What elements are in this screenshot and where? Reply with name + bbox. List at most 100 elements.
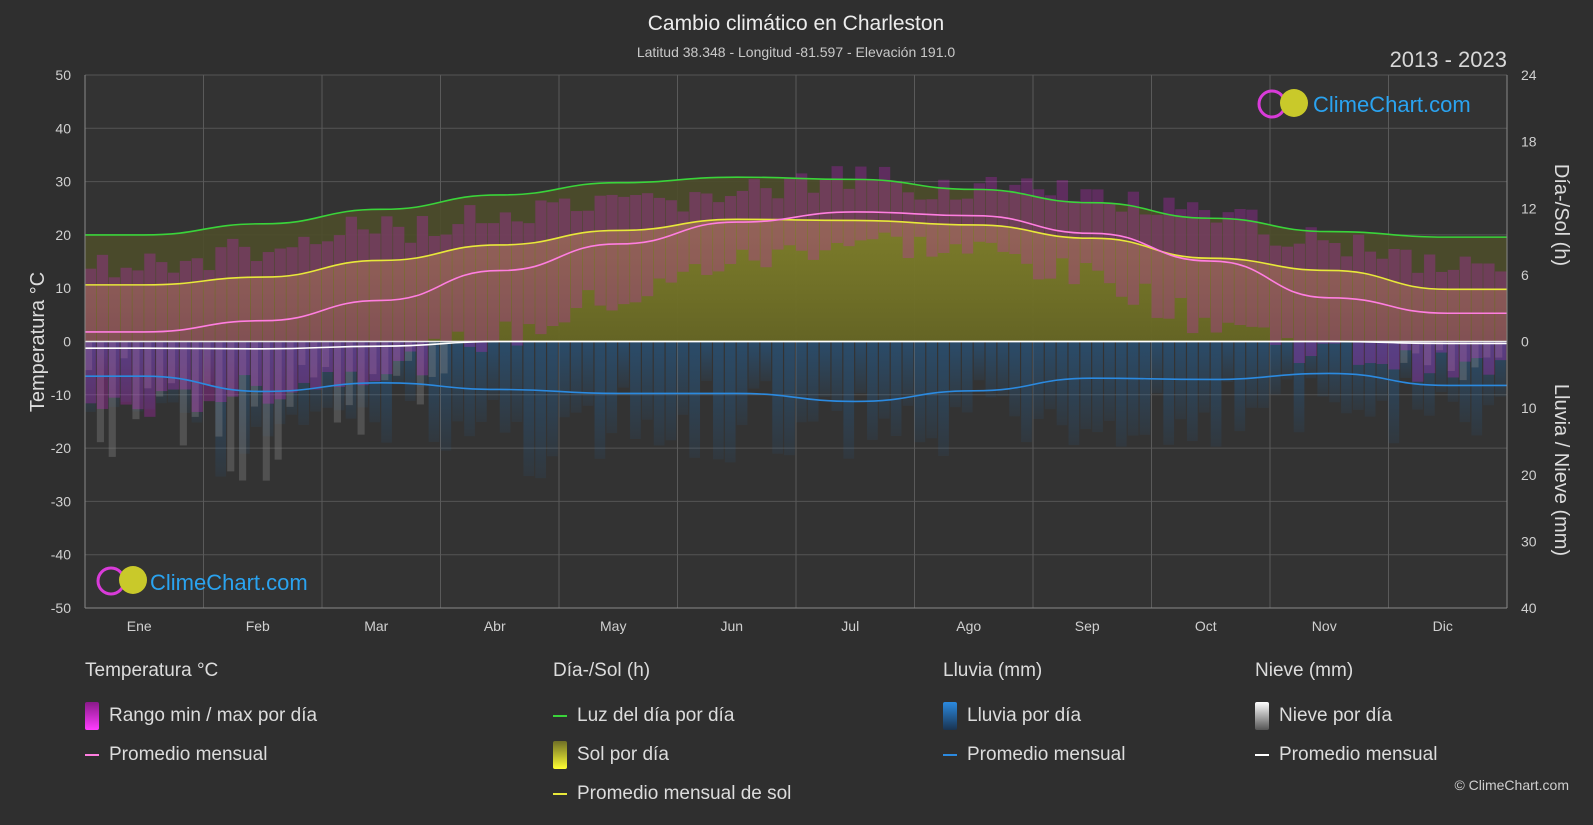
rain-daily-bar	[333, 341, 345, 411]
rain-daily-bar	[108, 341, 120, 408]
sunshine-area	[85, 219, 1507, 342]
rain-daily-bar	[677, 341, 689, 415]
rain-daily-bar	[582, 341, 594, 406]
y-axis-left-label: Temperatura °C	[27, 272, 49, 412]
legend-item: Rango min / max por día	[85, 696, 317, 735]
temp-range-bar	[1459, 256, 1471, 362]
rain-daily-bar	[1293, 341, 1305, 433]
temp-mean-swatch	[85, 753, 99, 756]
y-tick-label-right-mm: 10	[1521, 400, 1537, 416]
snow-daily-bar	[404, 341, 413, 361]
rain-daily-bar	[713, 341, 724, 460]
rain-daily-bar	[487, 341, 499, 400]
legend-item: Promedio mensual	[1255, 735, 1437, 774]
y-tick-label-left: -30	[51, 493, 71, 509]
rain-daily-bar	[1447, 341, 1459, 402]
rain-daily-bar	[1198, 341, 1210, 413]
rain-daily-bar	[1412, 341, 1423, 410]
legend-temperature-title: Temperatura °C	[85, 660, 219, 681]
temp-range-bar	[1246, 209, 1258, 327]
rain-daily-bar	[274, 341, 286, 425]
legend-daylight: Día-/Sol (h) Luz del día por día Sol por…	[553, 660, 791, 813]
rain-daily-bar	[594, 341, 606, 459]
logo-text-bottom: ClimeChart.com	[150, 570, 308, 595]
snow-daily-bar	[298, 341, 306, 365]
rain-daily-bar	[950, 341, 961, 408]
temp-range-bar	[1376, 258, 1388, 364]
rain-daily-bar	[416, 341, 428, 388]
temp-range-bar	[878, 166, 891, 233]
rain-daily-bar	[1033, 341, 1044, 420]
legend-label: Sol por día	[577, 743, 669, 765]
temp-range-bar	[1447, 269, 1460, 378]
temp-range-bar	[1364, 251, 1377, 364]
year-range: 2013 - 2023	[1390, 47, 1507, 72]
rain-daily-bar	[1341, 341, 1352, 414]
rain-daily-bar	[440, 341, 452, 451]
temp-range-bar	[476, 223, 488, 352]
snow-daily-bar	[1459, 341, 1467, 381]
x-tick-label: Jun	[720, 618, 743, 634]
y-tick-label-right-mm: 30	[1521, 533, 1537, 549]
rain-daily-bar	[1329, 341, 1340, 403]
temp-range-bar	[1198, 210, 1211, 318]
temp-range-bar	[322, 241, 334, 372]
temp-range-bar	[1127, 191, 1140, 305]
rain-daily-bar	[179, 341, 191, 413]
x-tick-label: Oct	[1195, 618, 1217, 634]
logo-text-top: ClimeChart.com	[1313, 92, 1471, 117]
temp-range-bar	[132, 270, 144, 410]
rain-daily-bar	[1139, 341, 1151, 435]
snow-swatch	[1255, 701, 1269, 730]
legend-label: Promedio mensual	[109, 743, 268, 765]
snow-daily-bar	[322, 341, 330, 368]
temp-range-bar	[665, 200, 677, 283]
temp-range-bar	[286, 247, 298, 393]
temp-range-bar	[369, 233, 381, 382]
temp-range-bar	[606, 194, 618, 311]
x-tick-label: May	[600, 618, 626, 634]
rain-daily-bar	[796, 341, 807, 423]
y-tick-label-right-hours: 12	[1521, 200, 1537, 216]
logo-top: ClimeChart.com	[1257, 89, 1471, 119]
rain-daily-bar	[985, 341, 997, 398]
rain-daily-bar	[665, 341, 677, 441]
rain-daily-bar	[1246, 341, 1257, 408]
rain-daily-bar	[926, 341, 938, 439]
temp-range-bar	[144, 253, 156, 417]
snow-daily-bar	[144, 341, 152, 389]
temp-range-bar	[985, 176, 997, 243]
rain-daily-bar	[1151, 341, 1163, 394]
snow-daily-bar	[156, 341, 164, 397]
chart-subtitle: Latitud 38.348 - Longitud -81.597 - Elev…	[637, 44, 956, 60]
y-tick-label-left: -50	[51, 600, 71, 616]
temp-range-bar	[630, 194, 642, 303]
rain-daily-bar	[120, 341, 132, 402]
rain-daily-bar	[772, 341, 783, 454]
rain-daily-bar	[203, 341, 215, 382]
temp-range-bar	[997, 190, 1009, 252]
rain-daily-bar	[345, 341, 357, 419]
temp-range-bar	[156, 262, 168, 392]
temp-range-swatch	[85, 701, 99, 730]
snow-daily-bar	[310, 341, 318, 378]
y-tick-label-left: 50	[55, 67, 71, 83]
temp-range-bar	[1305, 227, 1317, 357]
rain-daily-bar	[369, 341, 381, 423]
temp-range-bar	[416, 216, 429, 376]
temp-range-bar	[570, 211, 583, 309]
temp-range-bar	[594, 195, 606, 306]
temp-range-bar	[914, 199, 926, 237]
y-tick-label-left: 0	[63, 334, 71, 350]
snow-daily-bar	[215, 341, 223, 437]
legend-label: Promedio mensual	[1279, 743, 1438, 765]
rain-daily-bar	[867, 341, 878, 440]
temp-range-bar	[108, 277, 120, 398]
temp-range-bar	[1187, 202, 1199, 334]
temp-range-bar	[961, 198, 974, 254]
legend-label: Luz del día por día	[577, 704, 735, 726]
rain-daily-bar	[843, 341, 855, 459]
legend-item: Sol por día	[553, 735, 791, 774]
temp-range-bar	[677, 211, 689, 272]
rain-daily-bar	[618, 341, 629, 388]
